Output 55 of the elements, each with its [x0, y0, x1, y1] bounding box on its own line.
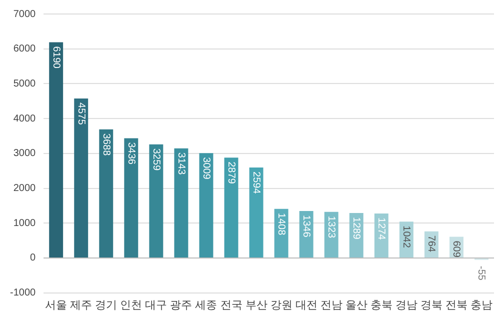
x-tick-label: 충북 [370, 299, 392, 312]
x-tick-label: 부산 [245, 299, 268, 312]
bar [49, 42, 64, 258]
x-tick-label: 강원 [270, 299, 292, 312]
y-tick-label: 3000 [13, 148, 36, 160]
x-tick-label: 충남 [470, 299, 492, 312]
y-tick-label: 1000 [13, 218, 36, 229]
bar [374, 214, 388, 258]
x-tick-label: 인천 [120, 299, 142, 312]
data-label: 1323 [326, 216, 337, 239]
bar [74, 98, 88, 258]
bar [249, 168, 264, 258]
x-tick-label: 전남 [320, 299, 342, 312]
y-tick-label: 2000 [13, 183, 36, 194]
x-tick-label: 서울 [45, 299, 68, 312]
x-tick-label: 세종 [195, 299, 218, 312]
data-label: 4575 [75, 102, 86, 126]
data-label: 1346 [300, 215, 312, 238]
data-label: 6190 [50, 46, 62, 69]
data-label: 2594 [250, 172, 262, 194]
x-tick-label: 전국 [220, 299, 242, 312]
data-label: 609 [450, 240, 462, 258]
x-tick-label: 대전 [295, 299, 318, 312]
data-label: 3436 [125, 142, 136, 165]
x-tick-label: 경남 [395, 299, 418, 312]
y-tick-label: -1000 [10, 288, 36, 299]
y-tick-label: 4000 [13, 113, 36, 124]
y-tick-label: 0 [30, 252, 36, 264]
x-tick-label: 대구 [145, 299, 168, 312]
data-label: -55 [476, 266, 487, 281]
data-label: 2879 [226, 162, 237, 184]
y-tick-label: 5000 [13, 78, 36, 90]
data-label: 3009 [200, 157, 212, 180]
x-tick-label: 전북 [445, 299, 468, 312]
x-tick-label: 경북 [420, 299, 442, 312]
y-tick-label: 7000 [13, 8, 36, 20]
bar [149, 144, 164, 258]
data-label: 3688 [100, 133, 112, 156]
bar [124, 138, 138, 258]
bar [99, 129, 114, 258]
data-label: 1408 [276, 212, 287, 236]
data-label: 1274 [376, 218, 387, 240]
bar [174, 148, 188, 258]
y-tick-label: 6000 [13, 44, 36, 55]
x-tick-label: 울산 [345, 299, 368, 312]
bar [199, 153, 214, 258]
data-label: 1042 [400, 226, 412, 248]
x-tick-label: 제주 [70, 299, 92, 312]
x-tick-label: 광주 [170, 299, 192, 312]
data-label: 764 [426, 235, 437, 252]
data-label: 3143 [175, 152, 186, 176]
data-label: 1289 [350, 217, 362, 240]
data-label: 3259 [150, 148, 162, 172]
bar [224, 158, 238, 258]
x-tick-label: 경기 [95, 299, 118, 312]
